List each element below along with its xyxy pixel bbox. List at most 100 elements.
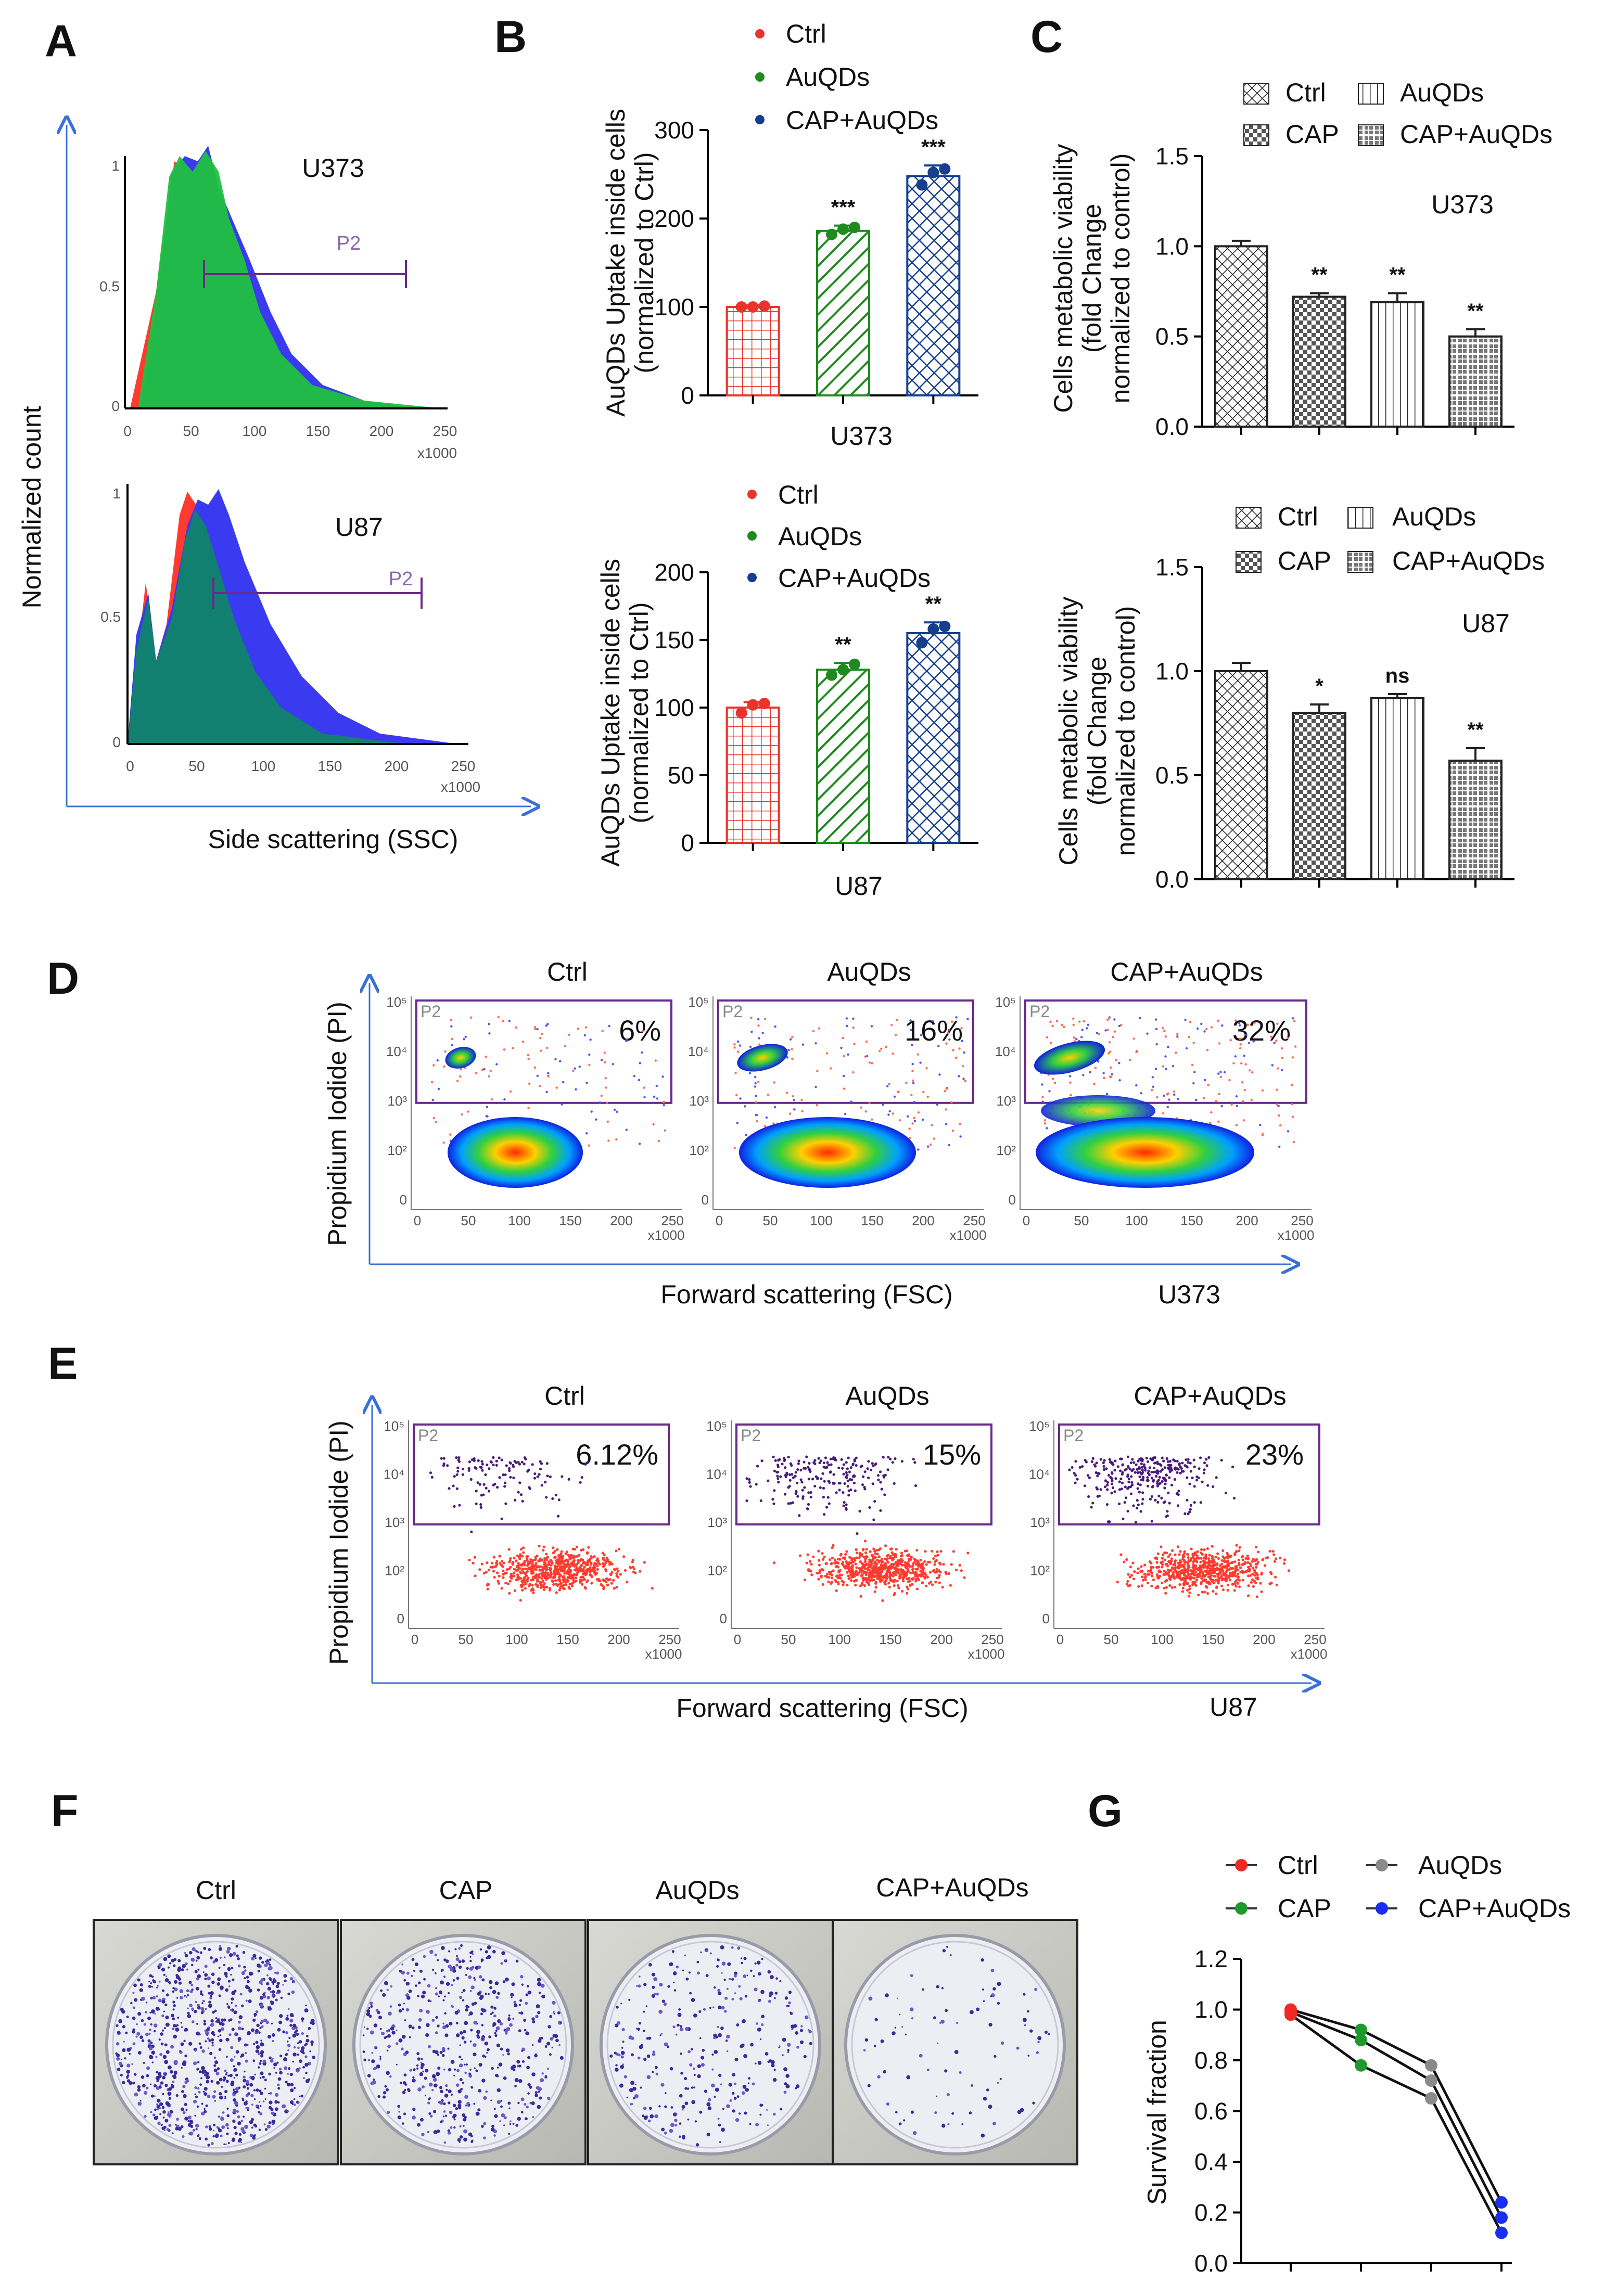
- colony-dot: [480, 2012, 483, 2016]
- event-dot: [1186, 1476, 1189, 1479]
- petri-dish-rim: [112, 1941, 320, 2149]
- colony-dot: [193, 2099, 197, 2103]
- event-dot: [1178, 1462, 1181, 1465]
- colony-dot: [269, 1958, 272, 1961]
- event-dot: [817, 1549, 820, 1553]
- event-dot: [601, 1030, 604, 1032]
- event-dot: [1136, 1571, 1139, 1574]
- event-dot: [1165, 1473, 1168, 1477]
- colony-dot: [185, 1996, 187, 1998]
- event-dot: [663, 1100, 665, 1104]
- event-dot: [1107, 1017, 1111, 1020]
- colony-dot: [379, 2057, 381, 2059]
- c-top-ylabel-3: normalized to control): [1106, 153, 1135, 404]
- colony-dot: [139, 1983, 143, 1986]
- flow-x-tick: 250: [658, 1632, 681, 1647]
- colony-dot: [538, 1991, 541, 1994]
- colony-dot: [485, 2090, 488, 2093]
- legend-label: Ctrl: [786, 19, 826, 48]
- colony-dot: [489, 1986, 493, 1990]
- event-dot: [564, 1581, 567, 1584]
- event-dot: [1178, 1583, 1181, 1586]
- event-dot: [809, 1470, 812, 1473]
- event-dot: [1208, 1122, 1212, 1124]
- colony-dot: [476, 2030, 480, 2034]
- event-dot: [1144, 1469, 1147, 1472]
- event-dot: [763, 1125, 767, 1127]
- petri-dish: [352, 1934, 574, 2156]
- panel-c: Ctrl AuQDs CAP CAP+AuQDs U373 Cells meta…: [1049, 78, 1552, 893]
- event-dot: [1188, 1035, 1190, 1038]
- a-top-xtick: 0: [123, 423, 132, 439]
- event-dot: [610, 1562, 614, 1566]
- colony-dot: [170, 2045, 174, 2049]
- colony-dot: [264, 2087, 266, 2090]
- colony-dot: [218, 2029, 222, 2033]
- event-dot: [879, 1509, 882, 1512]
- event-dot: [449, 1133, 452, 1136]
- colony-dot: [214, 2134, 219, 2138]
- event-dot: [817, 1457, 820, 1460]
- event-dot: [895, 1571, 898, 1574]
- event-dot: [791, 1501, 795, 1504]
- event-dot: [556, 1565, 559, 1568]
- colony-dot: [453, 2126, 456, 2129]
- event-dot: [960, 1027, 963, 1030]
- event-dot: [905, 1592, 909, 1595]
- event-dot: [820, 1477, 823, 1480]
- colony-dot: [513, 2000, 517, 2004]
- event-dot: [903, 1549, 907, 1553]
- event-dot: [831, 1546, 834, 1549]
- colony-dot: [518, 2079, 523, 2083]
- event-dot: [1152, 1470, 1155, 1473]
- event-dot: [1233, 1560, 1237, 1563]
- event-dot: [643, 1086, 645, 1089]
- colony-plate-ctrl: [93, 1919, 339, 2165]
- colony-dot: [182, 2061, 187, 2066]
- event-dot: [1129, 1461, 1132, 1465]
- colony-dot: [468, 2072, 472, 2075]
- event-dot: [1238, 1024, 1241, 1027]
- event-dot: [838, 1573, 842, 1576]
- colony-dot: [531, 2072, 536, 2076]
- event-dot: [931, 1124, 933, 1126]
- colony-dot: [116, 2053, 120, 2058]
- event-dot: [585, 1573, 588, 1576]
- colony-dot: [524, 2103, 527, 2106]
- event-dot: [632, 1567, 635, 1570]
- colony-dot: [148, 2043, 150, 2046]
- event-dot: [1264, 1564, 1267, 1567]
- event-dot: [832, 1544, 835, 1547]
- event-dot: [855, 1456, 858, 1459]
- event-dot: [818, 1563, 821, 1567]
- colony-dot: [233, 2010, 237, 2015]
- event-dot: [880, 1559, 883, 1562]
- event-dot: [1152, 1479, 1155, 1482]
- colony-dot: [413, 2109, 415, 2111]
- event-dot: [1212, 1589, 1215, 1593]
- event-dot: [1168, 1553, 1172, 1556]
- event-dot: [882, 1456, 885, 1459]
- colony-dot: [427, 1984, 431, 1988]
- event-dot: [834, 1565, 837, 1568]
- event-dot: [1137, 1482, 1140, 1485]
- colony-dot: [537, 2105, 541, 2109]
- event-dot: [1207, 1569, 1210, 1573]
- colony-dot: [266, 2124, 271, 2129]
- event-dot: [1195, 1475, 1199, 1479]
- colony-dot: [379, 2056, 381, 2058]
- colony-dot: [145, 2032, 149, 2036]
- colony-dot: [270, 2000, 273, 2003]
- c-bot-cell: U87: [1462, 609, 1510, 638]
- event-dot: [1144, 1578, 1147, 1581]
- bar-cap-auqds: [1448, 760, 1503, 880]
- colony-dot: [510, 1993, 514, 1997]
- event-dot: [432, 1117, 436, 1120]
- event-dot: [1177, 1490, 1180, 1493]
- event-dot: [894, 1561, 897, 1564]
- event-dot: [1168, 1476, 1171, 1479]
- event-dot: [886, 1554, 889, 1557]
- event-dot: [877, 1478, 880, 1481]
- a-bot-xunit: x1000: [441, 779, 480, 795]
- colony-dot: [255, 2041, 259, 2044]
